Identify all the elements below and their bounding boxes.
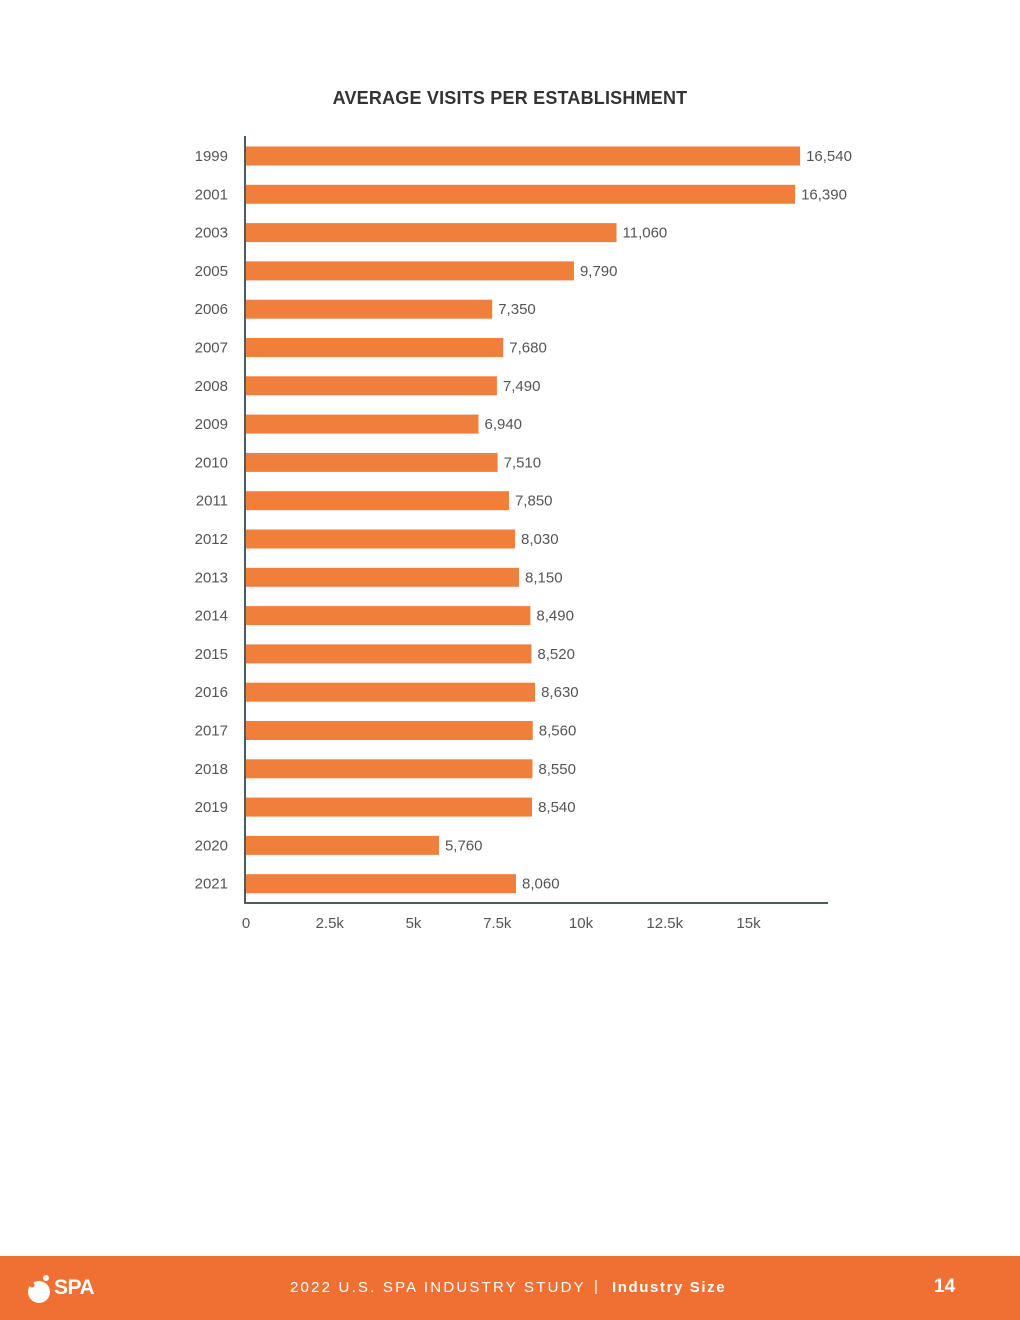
bar-2009 xyxy=(246,414,479,434)
value-label-2014: 8,490 xyxy=(536,608,574,625)
bar-2017 xyxy=(246,721,533,740)
x-tick-label-10k: 10k xyxy=(569,915,594,932)
bar-2019 xyxy=(246,797,533,817)
value-label-2001: 16,390 xyxy=(801,186,847,203)
y-tick-label-2012: 2012 xyxy=(195,531,228,548)
value-label-2006: 7,350 xyxy=(498,301,536,318)
y-tick-label-2018: 2018 xyxy=(195,761,228,778)
bar-chart: 1999 16,540 2001 16,390 2003 11,060 2005 9,790 2… xyxy=(195,136,852,932)
footer-separator: | xyxy=(594,1278,598,1295)
logo: SPA xyxy=(26,1272,95,1304)
value-label-2018: 8,550 xyxy=(538,761,576,778)
footer-study-title: 2022 U.S. SPA INDUSTRY STUDY xyxy=(290,1279,586,1296)
logo-text: SPA xyxy=(54,1276,95,1299)
value-label-2016: 8,630 xyxy=(541,684,579,701)
value-label-2017: 8,560 xyxy=(539,723,577,740)
chart-title: AVERAGE VISITS PER ESTABLISHMENT xyxy=(332,88,688,108)
y-tick-label-2019: 2019 xyxy=(195,799,228,816)
y-tick-label-2021: 2021 xyxy=(195,876,228,893)
y-tick-label-2008: 2008 xyxy=(195,378,228,395)
value-label-2005: 9,790 xyxy=(580,263,618,280)
y-tick-label-2006: 2006 xyxy=(195,301,228,318)
footer: SPA 2022 U.S. SPA INDUSTRY STUDY | Indus… xyxy=(0,1256,1020,1320)
x-tick-label-7.5k: 7.5k xyxy=(483,915,512,932)
y-tick-label-2010: 2010 xyxy=(195,454,228,471)
value-label-2020: 5,760 xyxy=(445,837,483,854)
bar-2018 xyxy=(246,759,533,779)
value-label-2003: 11,060 xyxy=(623,225,668,242)
y-tick-label-1999: 1999 xyxy=(195,148,228,165)
bar-2007 xyxy=(246,338,504,357)
bar-2015 xyxy=(246,644,532,664)
bar-2013 xyxy=(246,567,520,587)
y-tick-label-2009: 2009 xyxy=(195,416,228,433)
bar-2011 xyxy=(246,491,509,511)
value-label-2009: 6,940 xyxy=(484,416,522,433)
value-label-2011: 7,850 xyxy=(515,493,553,510)
y-tick-label-2016: 2016 xyxy=(195,684,228,701)
value-label-2012: 8,030 xyxy=(521,531,559,548)
value-label-2013: 8,150 xyxy=(525,569,563,586)
x-tick-label-0: 0 xyxy=(242,915,250,932)
value-label-2015: 8,520 xyxy=(537,646,575,663)
bar-2010 xyxy=(246,452,498,472)
y-tick-label-2017: 2017 xyxy=(195,723,228,740)
y-tick-label-2011: 2011 xyxy=(196,493,228,510)
y-tick-label-2020: 2020 xyxy=(195,837,228,854)
bar-2016 xyxy=(246,682,536,702)
bar-2014 xyxy=(246,606,531,626)
bar-2006 xyxy=(246,299,493,319)
x-tick-label-5k: 5k xyxy=(406,915,422,932)
y-tick-label-2013: 2013 xyxy=(195,569,228,586)
bar-2020 xyxy=(246,835,439,855)
y-tick-label-2007: 2007 xyxy=(195,340,228,357)
x-tick-label-2.5k: 2.5k xyxy=(316,915,345,932)
bar-2021 xyxy=(246,874,517,894)
footer-section-name: Industry Size xyxy=(612,1279,727,1296)
bar-2012 xyxy=(246,529,516,549)
value-label-2008: 7,490 xyxy=(503,378,541,395)
isp-logo-icon xyxy=(28,1275,50,1303)
y-tick-label-2015: 2015 xyxy=(195,646,228,663)
bar-2003 xyxy=(246,223,617,243)
page-number: 14 xyxy=(934,1276,956,1297)
value-label-2010: 7,510 xyxy=(504,454,542,471)
x-tick-label-15k: 15k xyxy=(736,915,761,932)
bar-2001 xyxy=(246,184,796,204)
y-tick-label-2001: 2001 xyxy=(195,186,228,203)
bar-2005 xyxy=(246,261,574,281)
y-tick-label-2005: 2005 xyxy=(195,263,228,280)
x-tick-label-12.5k: 12.5k xyxy=(646,915,683,932)
value-label-1999: 16,540 xyxy=(806,148,852,165)
value-label-2021: 8,060 xyxy=(522,876,560,893)
value-label-2019: 8,540 xyxy=(538,799,576,816)
y-tick-label-2003: 2003 xyxy=(195,225,228,242)
bar-1999 xyxy=(246,146,801,166)
y-tick-label-2014: 2014 xyxy=(195,608,228,625)
value-label-2007: 7,680 xyxy=(509,340,547,357)
bar-2008 xyxy=(246,376,497,396)
